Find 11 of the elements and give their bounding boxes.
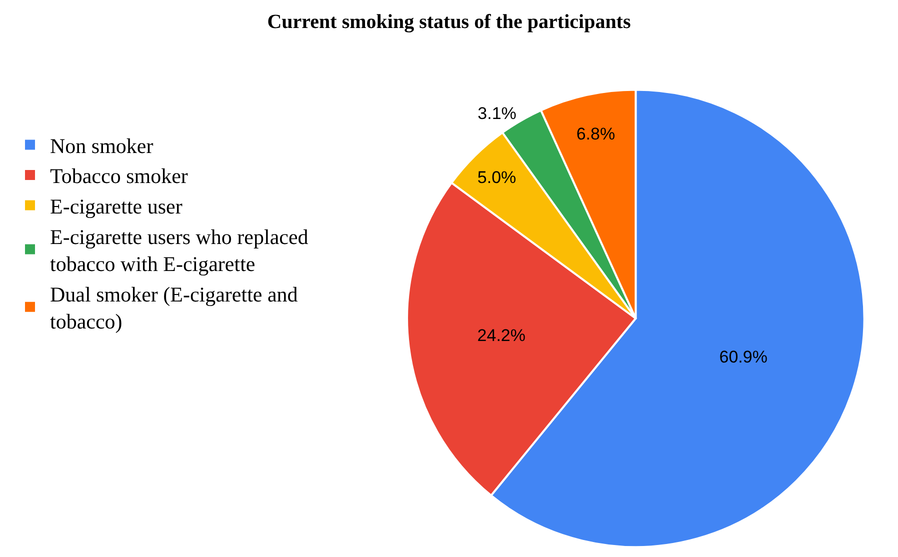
data-label: 5.0% [477,168,516,188]
data-label: 6.8% [576,124,616,144]
data-label: 24.2% [477,326,526,345]
data-label: 3.1% [478,104,516,123]
legend-label: Dual smoker (E-cigarette and tobacco) [50,282,298,334]
legend-label: Non smoker [50,134,154,158]
data-label: 60.9% [719,347,768,366]
chart-title: Current smoking status of the participants [267,10,631,33]
legend-label: E-cigarette user [50,194,182,218]
legend-label: E-cigarette users who replaced tobacco with E-cigarette [50,224,309,276]
legend-label: Tobacco smoker [50,164,188,188]
